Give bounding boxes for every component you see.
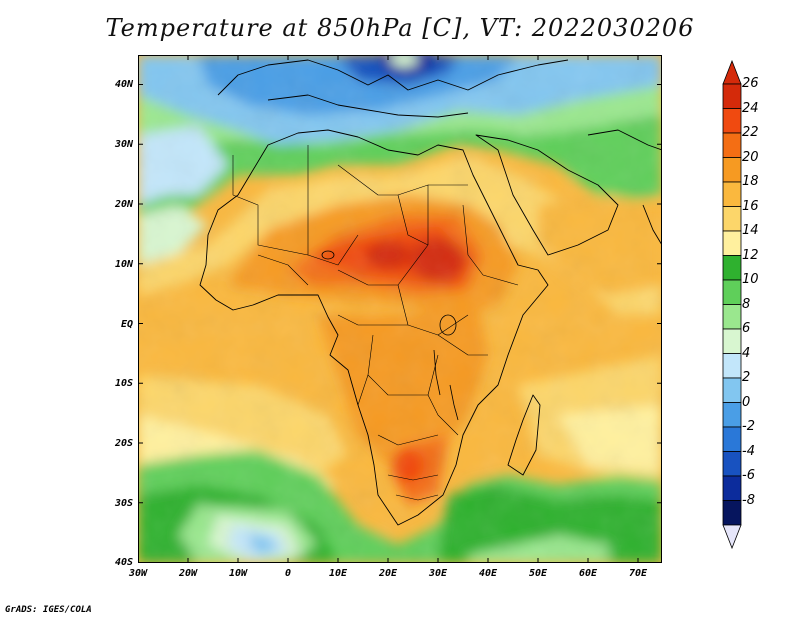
colorbar-swatch — [722, 181, 742, 207]
colorbar-swatch — [722, 83, 742, 109]
colorbar-label: -6 — [742, 468, 755, 483]
lon-label-40e: 40E — [478, 568, 498, 579]
lon-label-10w: 10W — [228, 568, 248, 579]
lon-label-10e: 10E — [328, 568, 348, 579]
coastlines — [199, 59, 662, 526]
lat-label-20s: 20S — [114, 438, 133, 449]
lon-label-30e: 30E — [428, 568, 448, 579]
colorbar-swatch — [722, 206, 742, 232]
colorbar-min-arrow — [722, 524, 742, 550]
colorbar-swatch — [722, 377, 742, 403]
lat-label-40n: 40N — [114, 79, 133, 90]
lat-label-20n: 20N — [114, 199, 133, 210]
colorbar-swatch — [722, 500, 742, 526]
colorbar-swatch — [722, 475, 742, 501]
lat-label-30n: 30N — [114, 139, 133, 150]
map-border — [138, 55, 662, 563]
colorbar-label: 18 — [742, 174, 759, 189]
colorbar-swatch — [722, 279, 742, 305]
colorbar-swatch — [722, 157, 742, 183]
colorbar-label: 6 — [742, 321, 751, 336]
lon-label-50e: 50E — [528, 568, 548, 579]
colorbar-swatch — [722, 402, 742, 428]
colorbar-label: 26 — [742, 76, 759, 91]
lon-label-20w: 20W — [178, 568, 198, 579]
colorbar-swatch — [722, 255, 742, 281]
colorbar-label: -8 — [742, 492, 755, 508]
colorbar-label: 14 — [742, 223, 759, 238]
colorbar — [722, 60, 742, 550]
map-title: Temperature at 850hPa [C], VT: 202203020… — [105, 14, 695, 42]
colorbar-label: -2 — [742, 419, 755, 434]
lat-label-10s: 10S — [114, 378, 133, 389]
colorbar-label: 0 — [742, 394, 751, 410]
colorbar-swatch — [722, 328, 742, 354]
colorbar-swatch — [722, 353, 742, 379]
colorbar-swatch — [722, 230, 742, 256]
lat-label-eq: EQ — [120, 319, 133, 330]
colorbar-swatch — [722, 108, 742, 134]
lat-label-40s: 40S — [114, 557, 133, 568]
colorbar-label: 12 — [742, 247, 759, 263]
colorbar-swatch — [722, 426, 742, 452]
colorbar-label: 4 — [742, 345, 751, 361]
colorbar-label: 22 — [742, 125, 759, 140]
lon-label-60e: 60E — [578, 568, 598, 579]
colorbar-label: 24 — [742, 100, 759, 116]
colorbar-label: -4 — [742, 443, 755, 459]
colorbar-label: 2 — [742, 370, 751, 385]
colorbar-swatch — [722, 304, 742, 330]
lon-label-20e: 20E — [378, 568, 398, 579]
colorbar-label: 20 — [742, 149, 759, 165]
lat-label-10n: 10N — [114, 259, 133, 270]
country-borders — [232, 145, 519, 501]
colorbar-swatch — [722, 132, 742, 158]
colorbar-label: 10 — [742, 272, 759, 287]
colorbar-max-arrow — [722, 60, 742, 85]
texture-overlay — [138, 55, 662, 563]
colorbar-label: 16 — [742, 198, 759, 214]
colorbar-label: 8 — [742, 296, 751, 312]
lat-label-30s: 30S — [114, 498, 133, 509]
colorbar-swatch — [722, 451, 742, 477]
map-canvas — [138, 55, 662, 563]
axis-ticks — [138, 55, 662, 563]
temperature-map — [138, 55, 662, 563]
grads-credit: GrADS: IGES/COLA — [5, 605, 92, 615]
lakes — [321, 250, 459, 421]
lon-label-30w: 30W — [128, 568, 148, 579]
lon-label-0: 0 — [284, 568, 292, 579]
lon-label-70e: 70E — [628, 568, 648, 579]
